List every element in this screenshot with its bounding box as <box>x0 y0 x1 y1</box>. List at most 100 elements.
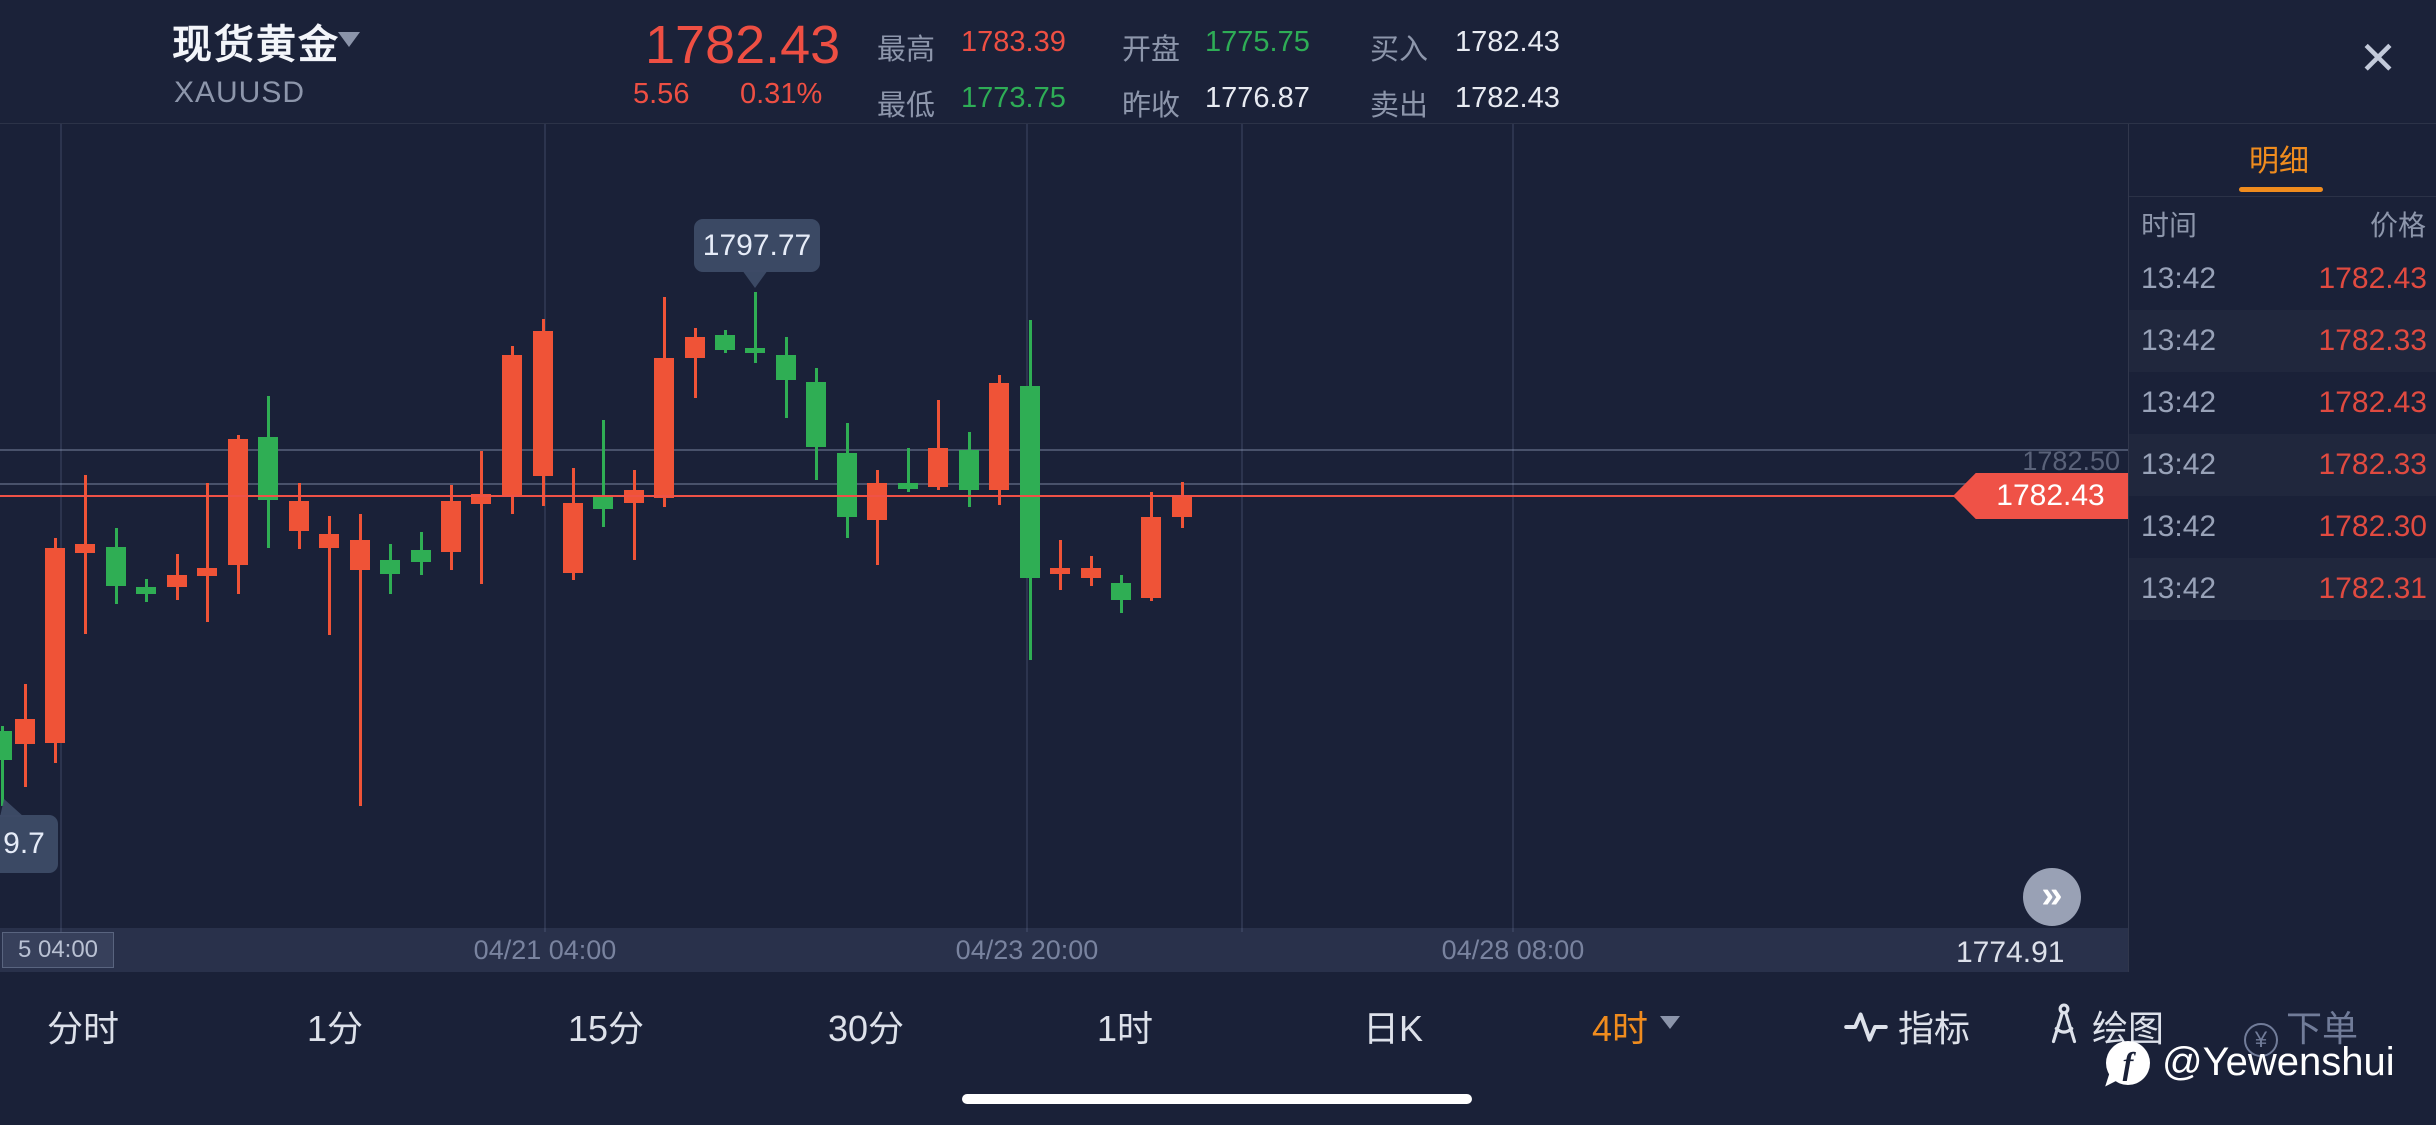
peak-price-annotation: 1797.77 <box>694 219 820 272</box>
candle <box>167 575 187 587</box>
tab-timeframe-1min[interactable]: 1分 <box>307 1008 364 1049</box>
time-axis-label: 04/28 08:00 <box>1441 935 1585 965</box>
candle <box>502 355 522 495</box>
candle <box>441 501 461 552</box>
candle <box>197 568 217 576</box>
trade-detail-panel: 明细 时间 价格 13:42 1782.43 13:42 1782.33 13:42 17… <box>2128 124 2436 972</box>
candle <box>806 382 826 447</box>
trade-detail-row: 13:42 1782.33 <box>2129 434 2436 496</box>
low-value: 1773.75 <box>961 82 1066 114</box>
time-column-header: 时间 <box>2141 210 2198 241</box>
price-column-header: 价格 <box>2369 210 2426 241</box>
trade-time: 13:42 <box>2141 510 2217 543</box>
scroll-right-button[interactable]: » <box>2023 868 2081 926</box>
horizontal-gridline <box>0 449 2128 451</box>
candle <box>593 497 613 509</box>
candle <box>106 547 126 586</box>
candle <box>989 383 1009 490</box>
chevron-down-icon[interactable] <box>1660 1016 1680 1029</box>
trade-time: 13:42 <box>2141 448 2217 481</box>
candle-wick <box>206 483 209 622</box>
ask-value: 1782.43 <box>1455 82 1560 114</box>
candle <box>1081 568 1101 578</box>
tab-timeframe-30min[interactable]: 30分 <box>828 1008 905 1049</box>
candle <box>685 337 705 358</box>
timeframe-toolbar: 分时 1分 15分 30分 1时 日K 4时 指标 绘图 ¥ 下单 <box>0 972 2436 1082</box>
candle <box>928 448 948 487</box>
candle <box>471 494 491 504</box>
tab-timeframe-daily[interactable]: 日K <box>1363 1008 1424 1049</box>
trade-detail-row: 13:42 1782.31 <box>2129 558 2436 620</box>
candle <box>837 453 857 517</box>
trade-price: 1782.33 <box>2318 448 2427 481</box>
candle-wick <box>1059 540 1062 590</box>
place-order-button[interactable]: ¥ 下单 <box>2244 1000 2358 1057</box>
trade-detail-row: 13:42 1782.30 <box>2129 496 2436 558</box>
tab-timeframe-15min[interactable]: 15分 <box>568 1008 645 1049</box>
candle <box>228 439 248 565</box>
candle <box>1172 497 1192 517</box>
price-change-percent: 0.31% <box>740 78 823 110</box>
candle <box>136 587 156 594</box>
candle <box>319 534 339 548</box>
candle <box>654 358 674 498</box>
instrument-symbol: XAUUSD <box>174 76 306 109</box>
candle <box>0 731 12 760</box>
high-label: 最高 <box>877 34 936 66</box>
horizontal-gridline <box>0 483 2128 485</box>
tab-timeframe-4h[interactable]: 4时 <box>1592 1008 1649 1049</box>
bid-value: 1782.43 <box>1455 26 1560 58</box>
candle <box>15 719 35 744</box>
annotation-arrow-icon <box>742 270 768 288</box>
candle-wick <box>480 451 483 584</box>
candle-wick <box>754 292 757 363</box>
trade-time: 13:42 <box>2141 324 2217 357</box>
candle-wick <box>328 516 331 635</box>
tab-active-underline <box>2239 187 2323 192</box>
close-icon[interactable]: ✕ <box>2358 32 2398 84</box>
ask-label: 卖出 <box>1370 90 1429 122</box>
tab-detail[interactable]: 明细 <box>2249 145 2309 178</box>
futu-logo-icon: f <box>2105 1040 2150 1091</box>
candle <box>258 437 278 500</box>
candle <box>533 331 553 476</box>
time-axis: 5 04:00 四 04/21 04:00 04/23 20:00 04/28 08… <box>0 928 2128 972</box>
trade-detail-row: 13:42 1782.43 <box>2129 372 2436 434</box>
grid-price-label: 1782.50 <box>2022 446 2120 476</box>
indicator-button[interactable]: 指标 <box>1844 1000 1970 1054</box>
open-value: 1775.75 <box>1205 26 1310 58</box>
compass-icon <box>2046 1003 2082 1054</box>
prev-close-label: 昨收 <box>1122 90 1181 122</box>
indicator-label: 指标 <box>1898 1008 1971 1049</box>
trade-time: 13:42 <box>2141 572 2217 605</box>
candle-wick <box>84 475 87 634</box>
order-label: 下单 <box>2286 1008 2359 1049</box>
candle <box>776 355 796 380</box>
current-price-line <box>0 495 2128 497</box>
candle-wick <box>907 448 910 492</box>
open-label: 开盘 <box>1122 34 1181 66</box>
panel-divider <box>2129 196 2436 197</box>
vertical-gridline <box>1512 124 1514 932</box>
candle <box>1111 583 1131 600</box>
time-axis-first-label: 5 04:00 四 <box>2 932 114 972</box>
high-value: 1783.39 <box>961 26 1066 58</box>
candle <box>563 503 583 573</box>
watermark: f @Yewenshui <box>2105 1040 2395 1091</box>
candle <box>1020 386 1040 578</box>
trade-price: 1782.31 <box>2318 572 2427 605</box>
candle-wick <box>937 400 940 490</box>
trade-price: 1782.30 <box>2318 510 2427 543</box>
chevron-down-icon[interactable] <box>338 32 360 47</box>
candle <box>959 450 979 490</box>
instrument-title[interactable]: 现货黄金 <box>172 23 340 67</box>
candle <box>898 483 918 489</box>
yen-circle-icon: ¥ <box>2244 1023 2278 1057</box>
candlestick-chart[interactable]: 1797.77 9.7 1782.50 1782.43 1774.91 5 04… <box>0 124 2128 972</box>
home-indicator[interactable] <box>962 1094 1472 1104</box>
candle <box>1141 517 1161 598</box>
tab-timeframe-1hour[interactable]: 1时 <box>1097 1008 1154 1049</box>
tab-timeframe-minute-line[interactable]: 分时 <box>47 1008 120 1049</box>
candle <box>45 548 65 743</box>
trade-price: 1782.43 <box>2318 386 2427 419</box>
